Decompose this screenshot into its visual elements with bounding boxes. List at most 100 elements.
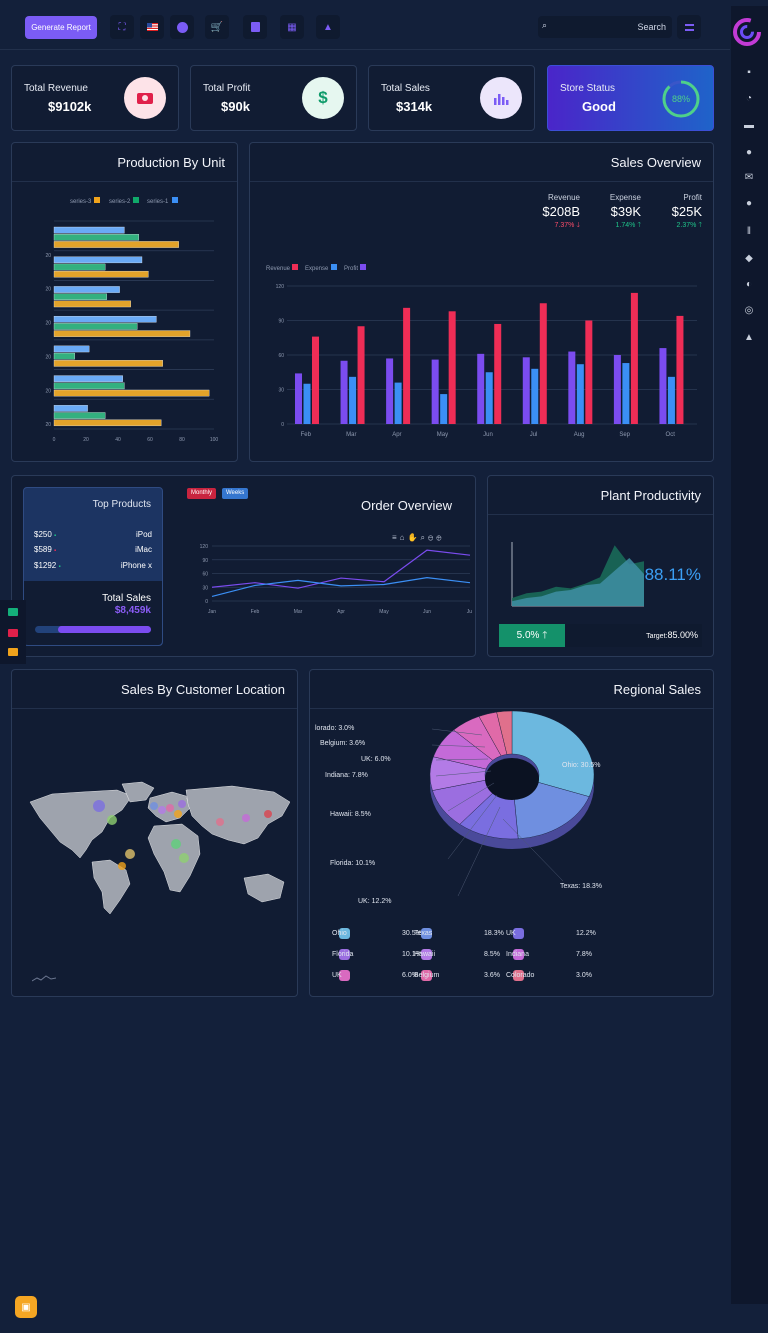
- settings-fab-icon[interactable]: ▣: [15, 1296, 37, 1318]
- bar-series-3[interactable]: [53, 300, 131, 308]
- bar-profit[interactable]: [477, 353, 485, 424]
- map-marker[interactable]: [107, 815, 117, 825]
- apps-icon[interactable]: ▦: [280, 15, 304, 39]
- chat-icon[interactable]: [170, 15, 194, 39]
- legend-item[interactable]: UK 6.0%: [328, 970, 423, 982]
- map-marker[interactable]: [178, 800, 186, 808]
- box-icon[interactable]: ◆: [745, 252, 753, 264]
- bar-revenue[interactable]: [403, 307, 411, 424]
- bar-series-2[interactable]: [53, 412, 106, 419]
- lock-icon[interactable]: ◎: [744, 304, 754, 316]
- bar-revenue[interactable]: [539, 303, 547, 424]
- bar-expense[interactable]: [394, 382, 402, 424]
- bar-series-1[interactable]: [53, 375, 123, 382]
- bar-series-1[interactable]: [53, 345, 90, 353]
- bar-series-1[interactable]: [53, 226, 125, 234]
- us-flag-icon[interactable]: [140, 15, 164, 39]
- search-box[interactable]: ⌕ Search: [538, 16, 672, 38]
- fullscreen-icon[interactable]: ⛶: [110, 15, 134, 39]
- bar-revenue[interactable]: [585, 320, 593, 425]
- bar-profit[interactable]: [568, 351, 576, 424]
- bar-series-1[interactable]: [53, 405, 88, 412]
- bar-expense[interactable]: [349, 376, 357, 424]
- wallet-icon[interactable]: ▬: [744, 119, 754, 131]
- tab-weeks[interactable]: Weeks: [222, 488, 249, 499]
- bar-profit[interactable]: [522, 357, 530, 424]
- bar-revenue[interactable]: [676, 315, 684, 424]
- pie-slice[interactable]: [511, 710, 595, 797]
- file-icon[interactable]: [243, 15, 267, 39]
- legend-item[interactable]: UK 12.2%: [502, 928, 597, 940]
- map-marker[interactable]: [174, 810, 182, 818]
- bar-profit[interactable]: [659, 348, 667, 424]
- bar-expense[interactable]: [531, 368, 539, 424]
- bar-revenue[interactable]: [312, 336, 319, 424]
- map-marker[interactable]: [125, 849, 135, 859]
- mail-icon[interactable]: ✉: [744, 171, 754, 183]
- bar-profit[interactable]: [613, 355, 621, 424]
- bar-profit[interactable]: [431, 359, 439, 424]
- bar-series-2[interactable]: [53, 293, 107, 300]
- dashboard-icon[interactable]: ▪: [747, 66, 751, 78]
- rocket-icon[interactable]: ◐: [745, 278, 753, 290]
- bar-profit[interactable]: [295, 373, 302, 424]
- map-marker[interactable]: [179, 853, 189, 863]
- bar-profit[interactable]: [386, 358, 394, 424]
- bell-icon[interactable]: ▲: [316, 15, 340, 39]
- bar-expense[interactable]: [667, 376, 675, 424]
- brand-logo-icon[interactable]: [731, 16, 763, 48]
- bar-revenue[interactable]: [630, 292, 638, 424]
- menu-icon[interactable]: ≡: [392, 533, 400, 542]
- bar-profit[interactable]: [340, 360, 348, 424]
- zoom-out-icon[interactable]: ⊖: [427, 533, 437, 542]
- bar-revenue[interactable]: [448, 311, 456, 424]
- bar-series-1[interactable]: [53, 256, 143, 264]
- generate-report-button[interactable]: Generate Report: [25, 16, 97, 39]
- bar-series-3[interactable]: [53, 330, 191, 337]
- bar-series-3[interactable]: [53, 360, 163, 367]
- map-marker[interactable]: [93, 800, 105, 812]
- bar-series-2[interactable]: [53, 382, 125, 390]
- line-series-a[interactable]: [211, 549, 471, 589]
- legend-item[interactable]: Belgium 3.6%: [410, 970, 505, 982]
- legend-item[interactable]: Colorado 3.0%: [502, 970, 597, 982]
- search-input[interactable]: Search: [637, 22, 666, 32]
- library-icon[interactable]: ‖: [746, 225, 752, 237]
- home-icon[interactable]: ⌂: [399, 533, 408, 542]
- map-marker[interactable]: [242, 814, 250, 822]
- bar-revenue[interactable]: [357, 326, 365, 424]
- zoom-in-icon[interactable]: ⊕: [436, 533, 445, 542]
- bar-expense[interactable]: [576, 364, 584, 424]
- menu-icon[interactable]: [677, 15, 701, 39]
- pie-icon[interactable]: ◔: [745, 92, 753, 104]
- legend-item[interactable]: Texas 18.3%: [410, 928, 505, 940]
- bar-series-2[interactable]: [53, 323, 138, 330]
- map-marker[interactable]: [158, 806, 166, 814]
- bar-series-3[interactable]: [53, 241, 179, 248]
- map-marker[interactable]: [166, 804, 174, 812]
- money-icon[interactable]: [8, 608, 18, 616]
- alert-icon[interactable]: ▲: [744, 331, 754, 343]
- bar-series-1[interactable]: [53, 286, 120, 293]
- bar-series-3[interactable]: [53, 270, 149, 278]
- bar-revenue[interactable]: [494, 323, 502, 424]
- world-map[interactable]: [22, 780, 290, 920]
- line-series-b[interactable]: [211, 577, 471, 597]
- pie-slice[interactable]: [496, 710, 513, 755]
- image-icon[interactable]: [8, 629, 18, 637]
- bar-expense[interactable]: [440, 394, 448, 424]
- map-marker[interactable]: [264, 810, 272, 818]
- map-marker[interactable]: [171, 839, 181, 849]
- map-marker[interactable]: [150, 802, 158, 810]
- zoom-icon[interactable]: ⌕: [420, 533, 428, 542]
- bar-series-2[interactable]: [53, 352, 75, 360]
- bar-expense[interactable]: [485, 372, 493, 424]
- bar-series-3[interactable]: [53, 419, 162, 427]
- map-marker[interactable]: [118, 862, 126, 870]
- legend-item[interactable]: Hawaii 8.5%: [410, 949, 505, 961]
- legend-item[interactable]: Florida 10.1%: [328, 949, 423, 961]
- area-light[interactable]: [512, 558, 644, 606]
- bar-expense[interactable]: [622, 363, 630, 424]
- map-marker[interactable]: [216, 818, 224, 826]
- legend-item[interactable]: Ohio 30.5%: [328, 928, 423, 940]
